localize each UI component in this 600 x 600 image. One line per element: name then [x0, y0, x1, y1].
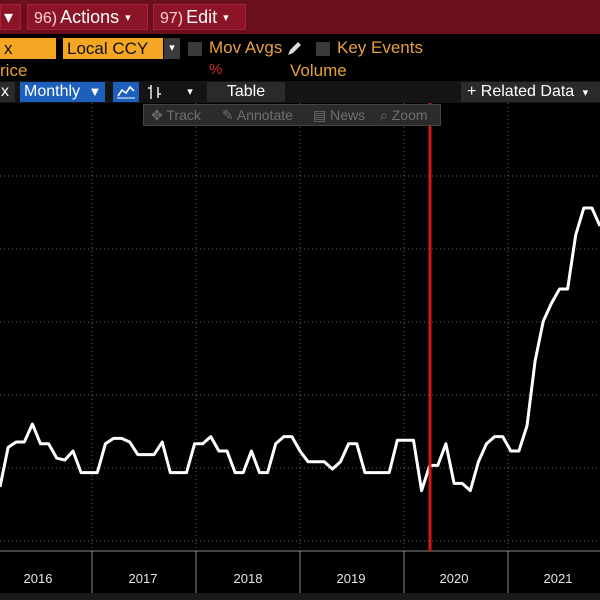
x-tick-label: 2016 [23, 571, 53, 586]
price-chart[interactable] [0, 103, 600, 593]
x-tick-label: 2017 [128, 571, 158, 586]
line-chart-icon [117, 85, 135, 99]
currency-field[interactable]: Local CCY [63, 38, 163, 59]
chevron-down-icon: ▼ [88, 84, 102, 99]
key-events-checkbox[interactable] [316, 42, 330, 56]
chart-type-dropdown[interactable]: ▾ [183, 82, 197, 102]
annotate-tool[interactable]: ✎ Annotate [222, 107, 293, 123]
chart-grid [0, 103, 600, 551]
price-series-line [0, 206, 600, 493]
ohlc-bar-icon [148, 85, 161, 99]
chevron-down-icon: ▾ [4, 7, 14, 27]
news-icon: ▤ [313, 107, 327, 123]
bottom-strip [0, 593, 600, 600]
plus-icon: + [467, 83, 477, 100]
edit-menu-button[interactable]: 97) Edit ▾ [153, 4, 246, 30]
x-tick-label: 2021 [543, 571, 573, 586]
chevron-down-icon: ▾ [125, 12, 131, 24]
chevron-down-icon: ▾ [169, 42, 175, 54]
chart-tool-strip [143, 104, 441, 126]
key-events-label: Key Events [337, 38, 423, 57]
x-axis [0, 550, 600, 593]
table-button[interactable]: Table [207, 82, 285, 102]
related-data-button[interactable]: + Related Data ▾ [461, 82, 600, 102]
x-tick-label: 2019 [336, 571, 366, 586]
zoom-tool[interactable]: ⌕ Zoom [380, 107, 428, 123]
bar-chart-button[interactable] [143, 82, 167, 102]
actions-menu-button[interactable]: 96) Actions ▾ [27, 4, 148, 30]
track-tool[interactable]: ✥ Track [151, 107, 201, 123]
line-chart-button[interactable] [113, 82, 139, 102]
news-tool[interactable]: ▤ News [313, 107, 366, 123]
left-toolbar-stub[interactable]: x [0, 82, 15, 102]
price-label: rice [0, 61, 28, 80]
left-menu-dropdown[interactable]: ▾ [0, 4, 21, 30]
crosshair-icon: ✥ [151, 107, 163, 123]
magnifier-icon: ⌕ [380, 107, 388, 123]
chevron-down-icon: ▾ [223, 12, 229, 24]
volume-label: Volume [290, 61, 347, 80]
currency-dropdown-button[interactable]: ▾ [164, 38, 180, 59]
x-tick-label: 2018 [233, 571, 263, 586]
pencil-icon[interactable] [285, 40, 303, 58]
percent-symbol: % [209, 61, 223, 78]
chevron-down-icon: ▾ [187, 86, 193, 98]
period-dropdown[interactable]: Monthly ▼ [20, 82, 105, 102]
x-tick-label: 2020 [439, 571, 469, 586]
chart-toolbar [0, 81, 600, 103]
security-field[interactable]: x [0, 38, 56, 59]
mov-avgs-label: Mov Avgs [209, 38, 283, 57]
pencil-icon: ✎ [222, 107, 234, 123]
chevron-down-icon: ▾ [582, 87, 589, 99]
mov-avgs-checkbox[interactable] [188, 42, 202, 56]
